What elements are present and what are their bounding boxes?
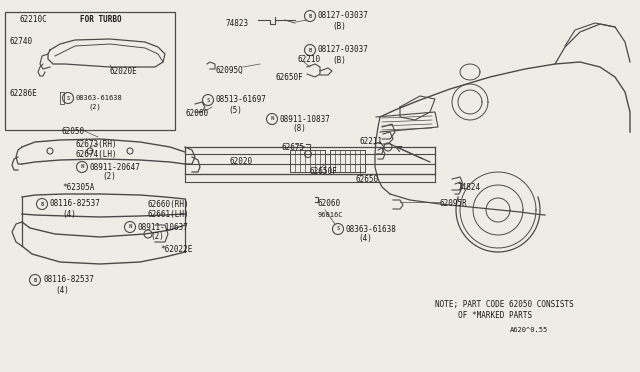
Text: 08911-10837: 08911-10837 <box>280 115 331 124</box>
Text: N: N <box>270 116 274 122</box>
Text: 74823: 74823 <box>225 19 248 28</box>
Text: 62210C: 62210C <box>20 16 48 25</box>
Text: 62650F: 62650F <box>310 167 338 176</box>
Text: 62211: 62211 <box>360 138 383 147</box>
Text: 62286E: 62286E <box>10 90 38 99</box>
Text: 62673(RH): 62673(RH) <box>75 140 116 148</box>
Text: FOR TURBO: FOR TURBO <box>80 16 122 25</box>
Text: *62022E: *62022E <box>160 246 193 254</box>
Text: 62020E: 62020E <box>110 67 138 77</box>
Text: NOTE; PART CODE 62050 CONSISTS: NOTE; PART CODE 62050 CONSISTS <box>435 299 573 308</box>
Text: (B): (B) <box>332 55 346 64</box>
Text: (5): (5) <box>228 106 242 115</box>
Text: 62050: 62050 <box>62 128 85 137</box>
Text: S: S <box>67 96 70 100</box>
Text: B: B <box>40 202 44 206</box>
Text: 08127-03037: 08127-03037 <box>318 12 369 20</box>
Text: N: N <box>129 224 132 230</box>
Text: 08911-10637: 08911-10637 <box>138 222 189 231</box>
Text: (8): (8) <box>292 125 306 134</box>
Bar <box>330 150 365 172</box>
Text: 08116-82537: 08116-82537 <box>50 199 101 208</box>
Text: B: B <box>33 278 36 282</box>
Text: S: S <box>206 97 210 103</box>
Text: B: B <box>308 48 312 52</box>
Text: (4): (4) <box>358 234 372 244</box>
Text: (2): (2) <box>88 104 100 110</box>
Text: 62060: 62060 <box>318 199 341 208</box>
Text: 96016C: 96016C <box>318 212 344 218</box>
Bar <box>5 12 175 130</box>
Text: OF *MARKED PARTS: OF *MARKED PARTS <box>435 311 532 320</box>
Text: B: B <box>308 13 312 19</box>
Text: A620^0.55: A620^0.55 <box>510 327 548 333</box>
Text: *62305A: *62305A <box>62 183 94 192</box>
Text: (2): (2) <box>102 173 116 182</box>
Text: 08363-61638: 08363-61638 <box>76 95 123 101</box>
Text: (4): (4) <box>55 285 69 295</box>
Text: 08911-20647: 08911-20647 <box>90 163 141 171</box>
Text: 08127-03037: 08127-03037 <box>318 45 369 55</box>
Text: 62740: 62740 <box>10 38 33 46</box>
Text: 08513-61697: 08513-61697 <box>216 96 267 105</box>
Text: 62210: 62210 <box>298 55 321 64</box>
Text: N: N <box>81 164 84 170</box>
Text: 08116-82537: 08116-82537 <box>43 276 94 285</box>
Text: 08363-61638: 08363-61638 <box>346 224 397 234</box>
Text: 62060: 62060 <box>185 109 208 119</box>
Text: (B): (B) <box>332 22 346 31</box>
Text: 62095Q: 62095Q <box>215 65 243 74</box>
Text: 74824: 74824 <box>457 183 480 192</box>
Text: 62661(LH): 62661(LH) <box>148 209 189 218</box>
Bar <box>290 150 325 172</box>
Text: 62650: 62650 <box>355 174 378 183</box>
Text: 62650F: 62650F <box>275 73 303 81</box>
Text: 62675: 62675 <box>282 142 305 151</box>
Text: 62660(RH): 62660(RH) <box>148 199 189 208</box>
Text: 62095R: 62095R <box>440 199 468 208</box>
Text: 62020: 62020 <box>230 157 253 167</box>
Text: S: S <box>337 227 340 231</box>
Text: (2): (2) <box>150 232 164 241</box>
Text: 62674(LH): 62674(LH) <box>75 150 116 158</box>
Text: (4): (4) <box>62 209 76 218</box>
